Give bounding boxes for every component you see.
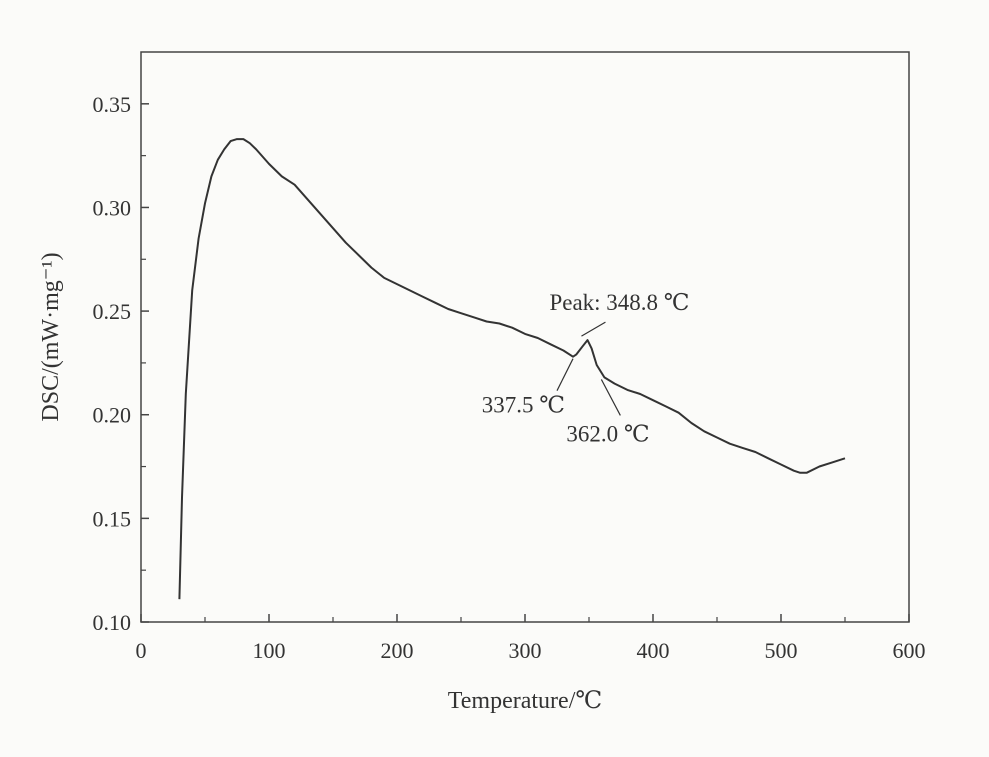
axis-ticks: [140, 103, 910, 623]
endset-annotation: 362.0 ℃: [566, 421, 649, 446]
x-tick-labels: 0 100 200 300 400 500 600: [136, 638, 926, 663]
y-axis-title: DSC/(mW·mg⁻¹): [38, 252, 64, 421]
x-tick-label: 600: [893, 638, 926, 663]
endset-leader-line: [600, 379, 621, 416]
plot-frame: [140, 51, 910, 623]
x-tick-label: 100: [253, 638, 286, 663]
x-tick-label: 0: [136, 638, 147, 663]
x-axis-title: Temperature/℃: [448, 688, 602, 714]
peak-leader-line: [581, 321, 606, 337]
y-tick-label: 0.25: [93, 299, 132, 324]
y-tick-label: 0.10: [93, 610, 132, 635]
y-tick-label: 0.20: [93, 403, 132, 428]
peak-annotation: Peak: 348.8 ℃: [549, 290, 689, 315]
x-tick-label: 400: [637, 638, 670, 663]
y-tick-label: 0.30: [93, 195, 132, 220]
y-tick-label: 0.35: [93, 92, 132, 117]
dsc-curve: [178, 138, 846, 600]
x-tick-label: 500: [765, 638, 798, 663]
y-tick-labels: 0.10 0.15 0.20 0.25 0.30 0.35: [93, 92, 132, 635]
onset-annotation: 337.5 ℃: [482, 393, 565, 418]
x-tick-label: 300: [509, 638, 542, 663]
onset-leader-line: [556, 358, 574, 391]
y-tick-label: 0.15: [93, 506, 132, 531]
x-tick-label: 200: [381, 638, 414, 663]
